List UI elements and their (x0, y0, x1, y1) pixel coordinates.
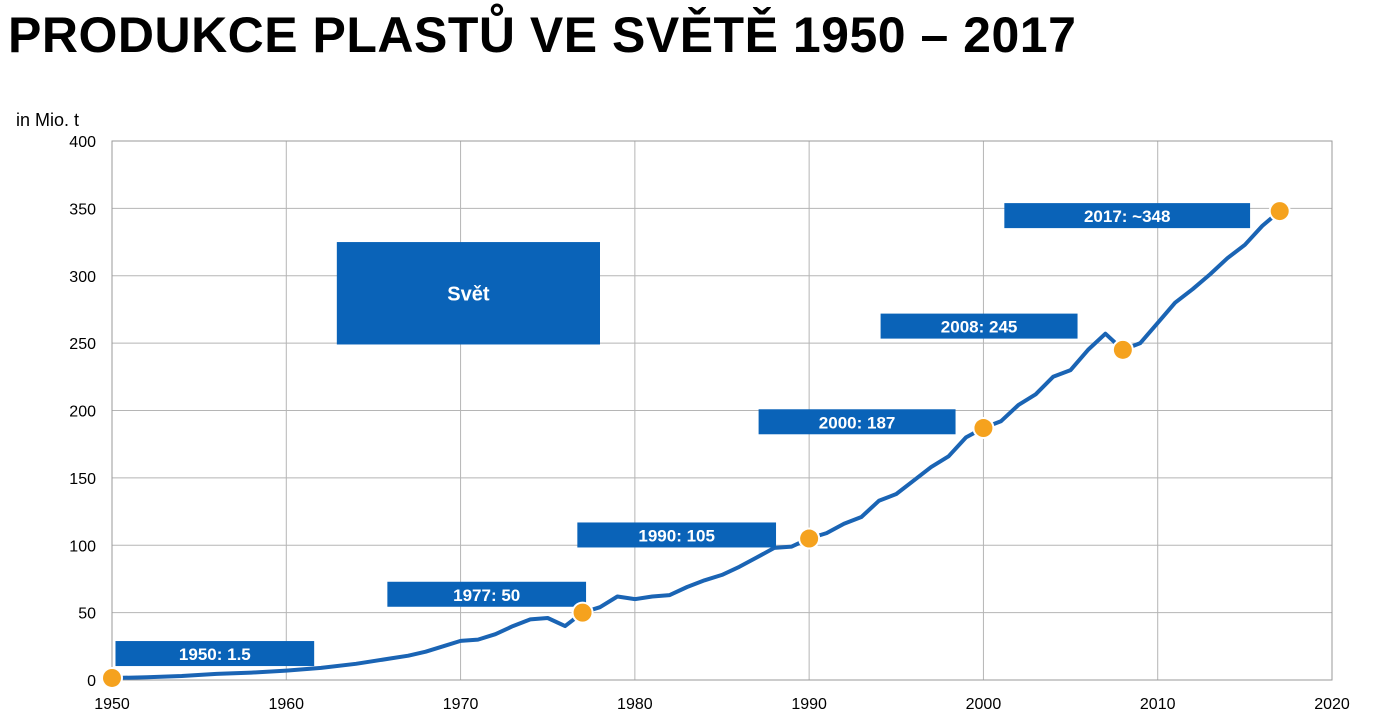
y-tick-label: 0 (87, 673, 96, 690)
x-tick-label: 2020 (1314, 696, 1350, 713)
annotation-box (577, 522, 777, 548)
annotation-box (115, 641, 315, 667)
x-tick-label: 1950 (94, 696, 130, 713)
annotation-box (1004, 203, 1251, 229)
y-tick-label: 300 (69, 269, 96, 286)
highlight-marker (974, 419, 993, 438)
x-tick-label: 1970 (443, 696, 479, 713)
plot-border (111, 140, 1333, 681)
highlight-marker (103, 668, 121, 687)
annotation-box (387, 581, 587, 607)
region-label-box (336, 242, 600, 345)
y-tick-label: 250 (69, 336, 96, 353)
x-tick-label: 1980 (617, 696, 653, 713)
annotation-label: 2008: 245 (941, 318, 1018, 337)
y-tick-label: 50 (78, 606, 96, 623)
region-label: Svět (447, 283, 490, 305)
x-tick-label: 2010 (1140, 696, 1176, 713)
y-tick-label: 100 (69, 538, 96, 555)
y-tick-label: 350 (69, 201, 96, 218)
annotation-box (758, 409, 956, 435)
highlight-marker (800, 529, 819, 548)
annotation-box (880, 313, 1078, 339)
annotation-label: 1950: 1.5 (179, 645, 251, 664)
y-axis-label: in Mio. t (16, 110, 79, 130)
series-line (110, 209, 1282, 680)
x-tick-label: 1960 (268, 696, 304, 713)
x-tick-label: 1990 (791, 696, 827, 713)
highlight-marker (573, 603, 592, 622)
annotation-label: 2017: ~348 (1084, 207, 1171, 226)
y-tick-label: 400 (69, 134, 96, 151)
highlight-marker (1270, 202, 1289, 221)
x-tick-label: 2000 (966, 696, 1002, 713)
y-tick-label: 150 (69, 471, 96, 488)
chart-title: PRODUKCE PLASTŮ VE SVĚTĚ 1950 – 2017 (8, 7, 1077, 63)
annotation-label: 1977: 50 (453, 586, 520, 605)
annotation-label: 2000: 187 (819, 413, 896, 432)
annotation-label: 1990: 105 (638, 526, 715, 545)
highlight-marker (1113, 340, 1132, 359)
y-tick-label: 200 (69, 404, 96, 421)
